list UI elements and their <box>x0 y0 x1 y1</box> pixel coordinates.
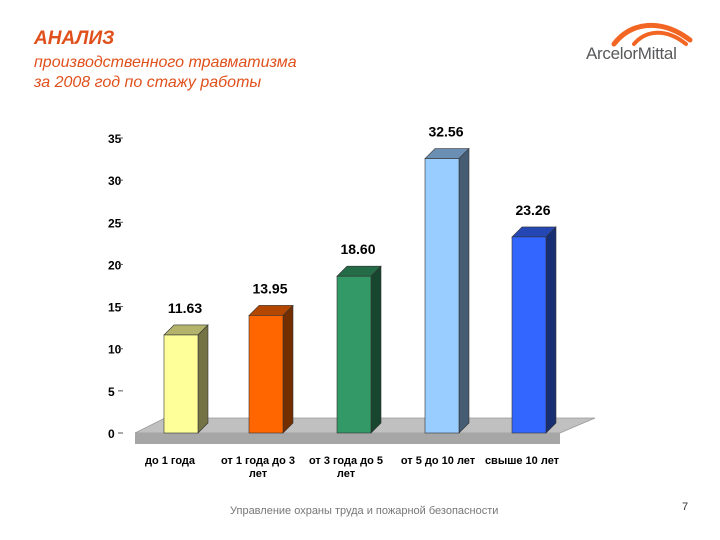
y-tick-label: 20 <box>108 258 122 272</box>
bar-side <box>282 304 294 434</box>
bar-side <box>545 226 557 434</box>
bar-value-label: 23.26 <box>515 202 550 218</box>
bar-side <box>197 324 209 434</box>
chart-floor-front <box>135 433 560 444</box>
y-tick-label: 15 <box>108 301 122 315</box>
bar-value-label: 32.56 <box>428 124 463 140</box>
arcelormittal-logo-icon <box>611 23 693 47</box>
bar-side <box>458 147 470 434</box>
bar-value-label: 11.63 <box>168 300 202 316</box>
page-number: 7 <box>682 501 689 513</box>
bar-value-label: 13.95 <box>252 280 287 296</box>
bar <box>336 275 372 434</box>
bar-side <box>370 265 382 434</box>
y-tick-label: 30 <box>108 174 122 188</box>
bar <box>163 334 199 434</box>
x-category-label: свыше 10 лет <box>485 455 560 467</box>
x-category-label: от 3 года до 5 <box>309 455 383 467</box>
x-category-label: лет <box>337 468 356 480</box>
bar <box>424 158 460 434</box>
x-category-label: от 1 года до 3 <box>221 455 295 467</box>
subtitle-line-1: производственного травматизма <box>34 54 297 71</box>
footer-text: Управление охраны труда и пожарной безоп… <box>230 505 499 517</box>
slide-title: АНАЛИЗ <box>34 28 115 49</box>
logo-text: ArcelorMittal <box>586 44 677 63</box>
bar <box>511 236 547 434</box>
y-tick-label: 0 <box>108 427 115 441</box>
x-category-label: до 1 года <box>145 455 196 467</box>
y-tick-label: 10 <box>108 343 122 357</box>
y-tick-label: 35 <box>108 132 122 146</box>
x-category-label: от 5 до 10 лет <box>401 455 476 467</box>
y-tick-label: 25 <box>108 216 122 230</box>
bar-value-label: 18.60 <box>340 241 375 257</box>
bar <box>248 315 284 434</box>
x-category-label: лет <box>249 468 268 480</box>
slide-subtitle: производственного травматизма за 2008 го… <box>34 53 374 93</box>
y-tick-label: 5 <box>108 385 115 399</box>
subtitle-line-2: за 2008 год по стажу работы <box>34 74 262 91</box>
